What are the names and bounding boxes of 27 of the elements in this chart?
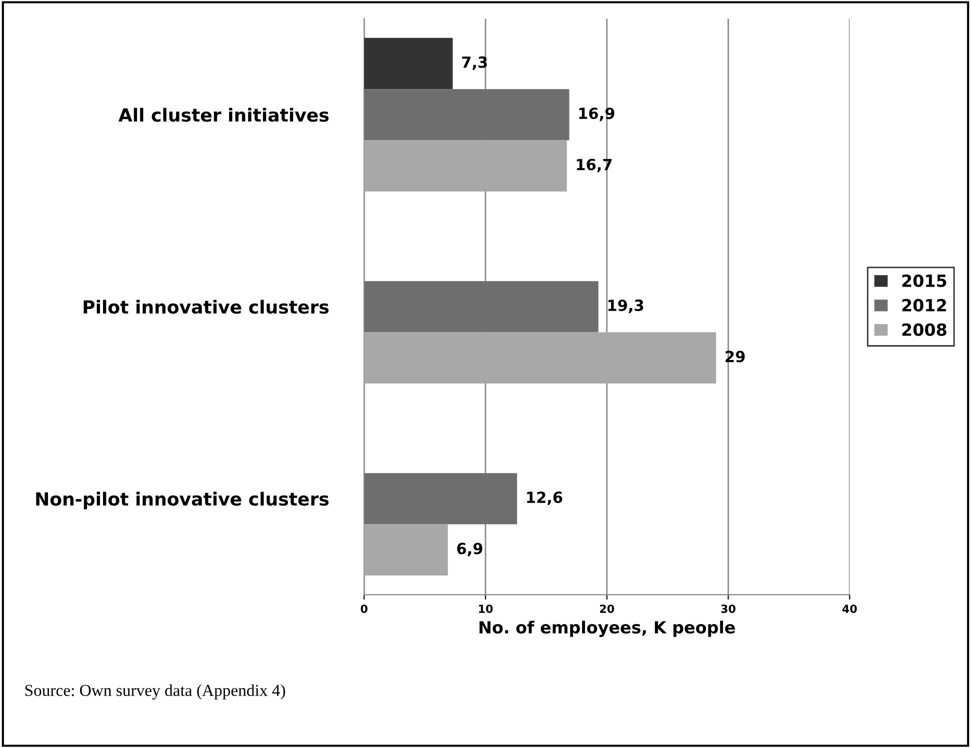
bar — [364, 524, 448, 576]
data-label: 19,3 — [608, 300, 644, 314]
y-tick-label: All cluster initiatives — [118, 108, 329, 122]
y-tick-label: Pilot innovative clusters — [84, 300, 329, 314]
bar — [364, 89, 570, 140]
x-tick-label: 20 — [600, 604, 614, 613]
bar — [364, 38, 453, 90]
bar — [364, 281, 598, 332]
data-label: 6,9 — [457, 542, 482, 556]
x-tick-label: 40 — [842, 604, 857, 613]
x-axis-title: No. of employees, K people — [480, 620, 735, 637]
data-label: 7,3 — [462, 56, 487, 70]
x-tick-label: 0 — [360, 604, 368, 613]
data-label: 16,9 — [579, 108, 614, 122]
x-tick-label: 30 — [721, 604, 736, 613]
x-tick-label: 10 — [479, 604, 493, 613]
source-note: Source: Own survey data (Appendix 4) — [25, 684, 286, 700]
data-label: 12,6 — [527, 492, 562, 506]
bar — [364, 140, 567, 192]
data-label: 29 — [726, 350, 745, 362]
legend-label: 2012 — [902, 298, 946, 312]
bar — [364, 332, 716, 384]
y-tick-label: Non-pilot innovative clusters — [36, 492, 329, 510]
legend-label: 2008 — [902, 323, 946, 336]
data-label: 16,7 — [576, 158, 612, 172]
bar — [364, 473, 518, 524]
legend-label: 2015 — [902, 274, 946, 288]
